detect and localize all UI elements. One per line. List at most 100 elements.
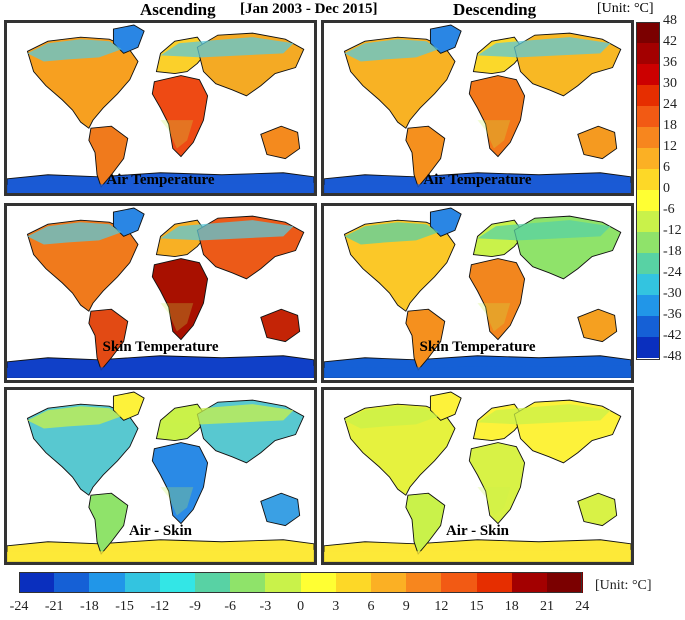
- region-overlay-0: [27, 406, 122, 429]
- colorbar-tick-label: 30: [663, 76, 677, 91]
- colorbar-tick-label: -18: [663, 244, 682, 259]
- colorbar-segment: [265, 572, 302, 593]
- continent-greenland: [429, 391, 462, 421]
- colorbar-tick-label: -12: [663, 223, 682, 238]
- antarctic-edge: [324, 182, 631, 193]
- region-overlay-1: [160, 37, 294, 58]
- colorbar-segment: [124, 572, 161, 593]
- colorbar-tick-label: 3: [332, 599, 340, 614]
- colorbar-tick-label: 6: [663, 160, 670, 175]
- world-map-5: [7, 391, 314, 562]
- colorbar-segment: [637, 106, 659, 127]
- region-overlay-0: [27, 39, 122, 62]
- header-period: [Jan 2003 - Dec 2015]: [240, 1, 378, 17]
- region-overlay-1: [160, 404, 294, 425]
- colorbar-tick-label: -18: [80, 599, 99, 614]
- colorbar-segment: [637, 43, 659, 64]
- region-overlay-0: [344, 406, 439, 429]
- region-overlay-2: [477, 303, 511, 332]
- colorbar-segment: [637, 169, 659, 190]
- colorbar-tick-label: 21: [540, 599, 554, 614]
- continent-af: [151, 442, 209, 525]
- colorbar-segment: [637, 148, 659, 169]
- continent-af: [468, 258, 526, 341]
- colorbar-segment: [300, 572, 337, 593]
- continent-sa: [88, 125, 129, 188]
- region-overlay-2: [160, 487, 194, 516]
- map-panel-4: Skin Temperature: [321, 203, 634, 383]
- colorbar-tick-label: -48: [663, 349, 682, 364]
- region-overlay-1: [477, 37, 611, 58]
- colorbar-segment: [476, 572, 513, 593]
- colorbar-segment: [637, 253, 659, 274]
- colorbar-segment: [637, 232, 659, 253]
- colorbar-segment: [637, 22, 659, 43]
- colorbar-tick-label: 24: [575, 599, 590, 614]
- continent-sa: [405, 125, 446, 188]
- colorbar-segment: [637, 274, 659, 295]
- antarctic-edge: [324, 549, 631, 562]
- map-panel-2: Air Temperature: [321, 20, 634, 196]
- unit-label-bottom: [Unit: °C]: [595, 578, 652, 593]
- world-map-2: [324, 24, 631, 193]
- colorbar-segment: [406, 572, 442, 593]
- colorbar-segment: [637, 211, 659, 232]
- colorbar-segment: [637, 337, 659, 358]
- antarctic-edge: [7, 182, 314, 193]
- colorbar-tick-label: 42: [663, 34, 677, 49]
- colorbar-tick-label: 12: [434, 599, 449, 614]
- continent-greenland: [429, 207, 462, 237]
- colorbar-segment: [371, 572, 407, 593]
- colorbar-tick-label: -36: [663, 307, 682, 322]
- colorbar-segment: [547, 572, 583, 593]
- continent-oz: [577, 125, 618, 160]
- map-panel-6: Air - Skin: [321, 387, 634, 565]
- region-overlay-2: [477, 120, 511, 149]
- continent-greenland: [112, 207, 145, 237]
- continent-oz: [260, 125, 301, 160]
- continent-sa: [88, 308, 129, 371]
- region-overlay-2: [160, 303, 194, 332]
- antarctic-edge: [324, 365, 631, 378]
- colorbar-frame: [636, 22, 660, 360]
- panel-label: Air - Skin: [445, 523, 510, 539]
- colorbar-segment: [637, 190, 659, 211]
- unit-label-top: [Unit: °C]: [597, 1, 654, 16]
- region-overlay-2: [160, 120, 194, 149]
- colorbar-segment: [89, 572, 126, 593]
- colorbar-segment: [637, 316, 659, 337]
- continent-oz: [577, 308, 618, 343]
- colorbar-tick-label: 36: [663, 55, 677, 70]
- colorbar-segment: [511, 572, 548, 593]
- map-panel-1: Air Temperature: [4, 20, 317, 196]
- world-map-6: [324, 391, 631, 562]
- continent-oz: [260, 492, 301, 527]
- continent-oz: [577, 492, 618, 527]
- antarctic-edge: [7, 549, 314, 562]
- colorbar-segment: [230, 572, 266, 593]
- colorbar-tick-label: -3: [259, 599, 272, 614]
- panel-label: Air Temperature: [106, 172, 215, 188]
- continent-oz: [260, 308, 301, 343]
- map-panel-3: Skin Temperature: [4, 203, 317, 383]
- continent-sa: [405, 492, 446, 555]
- colorbar-segment: [19, 572, 55, 593]
- region-overlay-1: [477, 404, 611, 425]
- colorbar-tick-label: 24: [663, 97, 677, 112]
- colorbar-tick-label: 12: [663, 139, 677, 154]
- continent-greenland: [112, 24, 145, 54]
- colorbar-segment: [637, 85, 659, 106]
- colorbar-tick-label: 15: [469, 599, 484, 614]
- continent-af: [468, 75, 526, 158]
- colorbar-tick-label: -12: [150, 599, 170, 614]
- continent-sa: [405, 308, 446, 371]
- colorbar-segment: [637, 295, 659, 316]
- colorbar-segment: [159, 572, 196, 593]
- colorbar-tick-label: 18: [504, 599, 519, 614]
- colorbar-segment: [335, 572, 372, 593]
- panel-label: Air Temperature: [423, 172, 532, 188]
- world-map-3: [7, 207, 314, 378]
- colorbar-tick-label: 0: [297, 599, 305, 614]
- colorbar-tick-label: -30: [663, 286, 682, 301]
- continent-af: [468, 442, 526, 525]
